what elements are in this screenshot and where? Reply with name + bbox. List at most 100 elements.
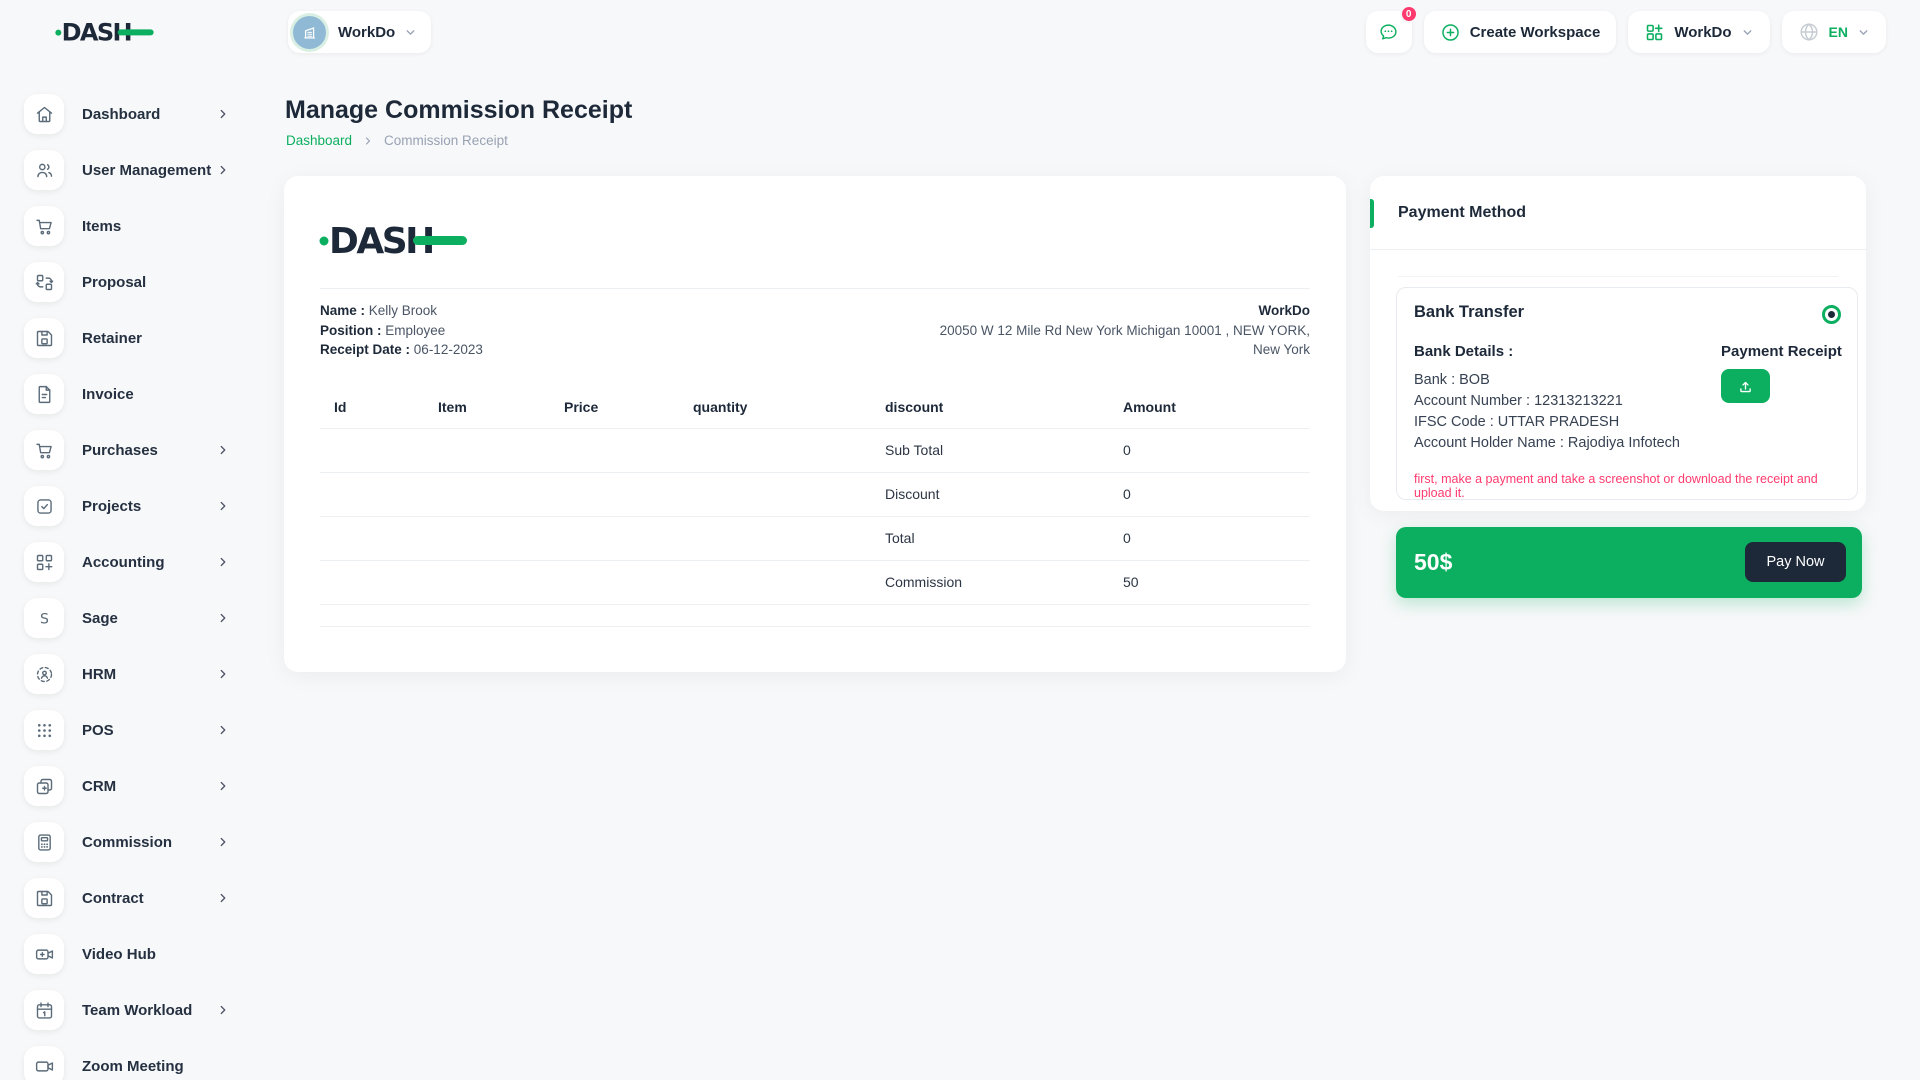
name-label: Name : <box>320 303 366 318</box>
bank-name-line: Bank : BOB <box>1414 372 1490 388</box>
chevron-right-icon <box>220 557 226 567</box>
language-label: EN <box>1828 24 1848 40</box>
chevron-right-icon <box>220 501 226 511</box>
chevron-right-icon <box>220 781 226 791</box>
account-holder-line: Account Holder Name : Rajodiya Infotech <box>1414 435 1680 451</box>
sidebar-item-items[interactable]: Items <box>24 206 230 246</box>
sidebar-item-user-management[interactable]: User Management <box>24 150 230 190</box>
messages-button[interactable]: 0 <box>1365 5 1418 53</box>
col-amount: Amount <box>1123 399 1176 415</box>
sidebar-item-pos[interactable]: POS <box>24 710 230 750</box>
sidebar-item-hrm[interactable]: HRM <box>24 654 230 694</box>
breadcrumb-dashboard-link[interactable]: Dashboard <box>286 133 353 148</box>
video-icon <box>24 1046 64 1080</box>
position-value: Employee <box>385 322 446 338</box>
receipt-items-table: Id Item Price quantity discount Amount S… <box>320 390 1310 627</box>
sidebar-item-projects[interactable]: Projects <box>24 486 230 526</box>
company-address-line2: New York <box>1252 342 1310 357</box>
sidebar-item-proposal[interactable]: Proposal <box>24 262 230 302</box>
check-square-icon <box>24 486 64 526</box>
plus-circle-icon <box>1441 23 1459 41</box>
col-id: Id <box>334 399 347 415</box>
sidebar-item-dashboard[interactable]: Dashboard <box>24 94 230 134</box>
user-scan-icon <box>24 654 64 694</box>
page-title: Manage Commission Receipt <box>285 96 633 124</box>
col-item: Item <box>438 399 467 415</box>
workspace-name: WorkDo <box>338 23 396 41</box>
workspace-selector[interactable]: WorkDo <box>288 11 432 53</box>
sidebar-item-invoice[interactable]: Invoice <box>24 374 230 414</box>
chevron-down-icon <box>1859 29 1868 35</box>
receipt-date-label: Receipt Date : <box>320 342 411 357</box>
calendar-icon <box>24 990 64 1030</box>
top-right-actions: 0 Create Workspace WorkDo <box>1365 5 1886 53</box>
receipt-recipient-info: Name : Kelly Brook Position : Employee R… <box>320 301 483 360</box>
col-quantity: quantity <box>693 399 748 415</box>
create-workspace-button[interactable]: Create Workspace <box>1423 11 1617 53</box>
sidebar-item-commission[interactable]: Commission <box>24 822 230 862</box>
col-discount: discount <box>885 399 944 415</box>
bank-details: Bank : BOB Account Number : 12313213221 … <box>1414 370 1680 454</box>
divider <box>1370 249 1866 250</box>
name-value: Kelly Brook <box>368 303 438 318</box>
dots-grid-icon <box>24 710 64 750</box>
home-icon <box>24 94 64 134</box>
discount-label: Discount <box>885 486 940 502</box>
dash-logo: DASH <box>55 19 154 47</box>
sidebar-item-accounting[interactable]: Accounting <box>24 542 230 582</box>
globe-icon <box>1800 23 1818 41</box>
table-row-total: Total 0 <box>320 516 1310 560</box>
swap-squares-icon <box>24 262 64 302</box>
subtotal-value: 0 <box>1123 442 1131 458</box>
chevron-down-icon <box>1743 29 1751 35</box>
chevron-right-icon <box>220 613 226 623</box>
upload-icon <box>1740 381 1751 392</box>
video-plus-icon <box>24 934 64 974</box>
upload-receipt-button[interactable] <box>1721 369 1770 403</box>
messages-count-badge: 0 <box>1399 5 1418 23</box>
workspace-menu-label: WorkDo <box>1674 23 1732 41</box>
sidebar-item-contract[interactable]: Contract <box>24 878 230 918</box>
table-row-discount: Discount 0 <box>320 472 1310 516</box>
receipt-date-value: 06-12-2023 <box>413 342 483 357</box>
subtotal-label: Sub Total <box>885 442 944 458</box>
payment-receipt-label: Payment Receipt <box>1721 343 1842 360</box>
sidebar-item-video-hub[interactable]: Video Hub <box>24 934 230 974</box>
cart-icon <box>24 206 64 246</box>
bank-transfer-radio[interactable] <box>1822 305 1841 324</box>
building-icon <box>304 26 315 39</box>
letter-s-icon: S <box>24 598 64 638</box>
cart-icon <box>24 430 64 470</box>
workspace-menu-button[interactable]: WorkDo <box>1628 11 1770 53</box>
col-price: Price <box>564 399 599 415</box>
commission-label: Commission <box>885 574 963 590</box>
sidebar-item-crm[interactable]: CRM <box>24 766 230 806</box>
table-row-empty <box>320 604 1310 626</box>
commission-receipt-card: DASH Name : Kelly Brook Position : Emplo… <box>284 176 1346 672</box>
sidebar-item-retainer[interactable]: Retainer <box>24 318 230 358</box>
sidebar-item-team-workload[interactable]: Team Workload <box>24 990 230 1030</box>
file-icon <box>24 374 64 414</box>
sidebar-item-zoom-meeting[interactable]: Zoom Meeting <box>24 1046 230 1080</box>
divider <box>320 288 1310 289</box>
chat-icon <box>1380 23 1397 40</box>
receipt-date-row: Receipt Date : 06-12-2023 <box>320 340 483 360</box>
chevron-right-icon <box>220 725 226 735</box>
language-button[interactable]: EN <box>1781 11 1886 53</box>
pay-now-button[interactable]: Pay Now <box>1745 542 1846 582</box>
chevron-right-icon <box>220 1005 226 1015</box>
chevron-down-icon <box>406 29 415 35</box>
pay-bar: 50$ Pay Now <box>1396 527 1862 598</box>
chevron-right-icon <box>365 136 371 145</box>
svg-text:S: S <box>40 611 49 627</box>
divider <box>1398 276 1838 277</box>
ifsc-code-line: IFSC Code : UTTAR PRADESH <box>1414 414 1620 430</box>
payment-method-title: Payment Method <box>1398 204 1527 221</box>
sidebar-item-purchases[interactable]: Purchases <box>24 430 230 470</box>
grid-plus-icon <box>24 542 64 582</box>
account-number-line: Account Number : 12313213221 <box>1414 393 1623 409</box>
floppy-icon <box>24 878 64 918</box>
pay-amount: 50$ <box>1414 549 1453 575</box>
recipient-name-row: Name : Kelly Brook <box>320 301 483 321</box>
sidebar-item-sage[interactable]: S Sage <box>24 598 230 638</box>
